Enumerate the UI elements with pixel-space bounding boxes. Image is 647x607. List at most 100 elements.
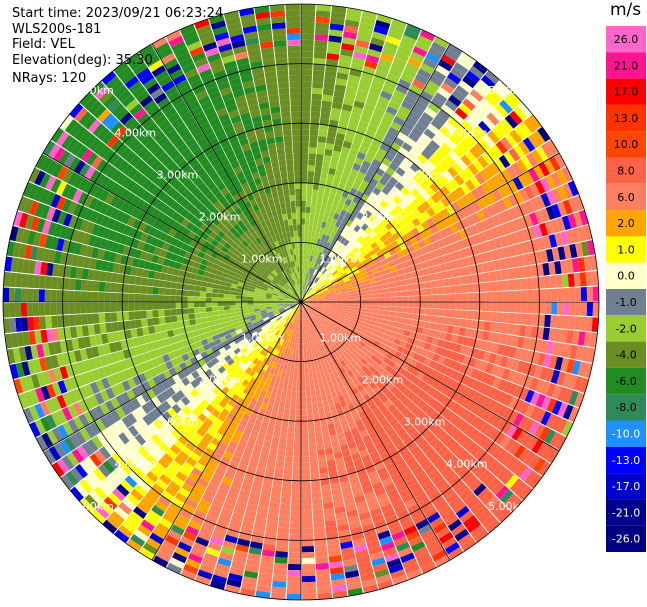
velocity-gate bbox=[301, 468, 311, 475]
velocity-gate bbox=[301, 546, 315, 553]
velocity-gate bbox=[360, 325, 368, 331]
velocity-gate bbox=[310, 117, 320, 125]
velocity-gate bbox=[305, 254, 309, 261]
velocity-gate bbox=[361, 337, 369, 344]
velocity-gate bbox=[512, 371, 523, 385]
velocity-gate bbox=[128, 293, 135, 302]
velocity-gate bbox=[331, 150, 341, 158]
velocity-gate bbox=[325, 64, 338, 73]
velocity-gate bbox=[373, 25, 389, 36]
velocity-gate bbox=[342, 294, 349, 298]
velocity-gate bbox=[456, 124, 469, 138]
velocity-gate bbox=[352, 217, 361, 225]
velocity-gate bbox=[318, 302, 325, 305]
velocity-gate bbox=[323, 154, 332, 162]
velocity-gate bbox=[517, 173, 529, 188]
velocity-gate bbox=[514, 313, 522, 325]
velocity-gate bbox=[398, 274, 406, 281]
velocity-gate bbox=[513, 412, 525, 427]
velocity-gate bbox=[408, 132, 420, 143]
velocity-gate bbox=[375, 280, 383, 286]
velocity-gate bbox=[449, 293, 456, 302]
velocity-gate bbox=[401, 290, 409, 297]
velocity-gate bbox=[386, 272, 394, 279]
velocity-gate bbox=[319, 124, 329, 132]
velocity-gate bbox=[307, 414, 314, 422]
velocity-gate bbox=[33, 274, 41, 289]
velocity-gate bbox=[317, 292, 324, 296]
velocity-gate bbox=[384, 329, 392, 336]
velocity-gate bbox=[338, 222, 346, 230]
velocity-gate bbox=[493, 332, 502, 344]
velocity-gate bbox=[401, 307, 409, 313]
velocity-gate bbox=[580, 287, 588, 301]
velocity-gate bbox=[503, 151, 516, 165]
velocity-gate bbox=[505, 257, 513, 269]
velocity-gate bbox=[445, 215, 455, 226]
velocity-gate bbox=[312, 305, 319, 308]
velocity-gate bbox=[339, 237, 347, 244]
velocity-gate bbox=[384, 297, 391, 302]
velocity-gate bbox=[356, 278, 364, 284]
velocity-gate bbox=[306, 304, 312, 308]
velocity-gate bbox=[494, 431, 506, 445]
velocity-gate bbox=[308, 261, 312, 268]
velocity-gate bbox=[456, 141, 469, 154]
velocity-gate bbox=[349, 201, 358, 209]
velocity-gate bbox=[355, 242, 363, 250]
velocity-gate bbox=[405, 62, 420, 74]
velocity-gate bbox=[343, 165, 352, 174]
velocity-gate bbox=[358, 120, 369, 130]
velocity-gate bbox=[241, 302, 248, 306]
velocity-gate bbox=[388, 360, 396, 369]
velocity-gate bbox=[416, 204, 427, 214]
velocity-gate bbox=[376, 127, 387, 138]
velocity-gate bbox=[122, 283, 130, 293]
velocity-gate bbox=[339, 316, 346, 322]
velocity-gate bbox=[445, 410, 456, 422]
velocity-gate bbox=[354, 94, 367, 104]
velocity-gate bbox=[518, 188, 530, 202]
velocity-gate bbox=[293, 444, 301, 451]
velocity-gate bbox=[301, 438, 309, 446]
velocity-gate bbox=[575, 345, 584, 361]
velocity-gate bbox=[302, 284, 304, 291]
velocity-gate bbox=[551, 188, 563, 203]
velocity-gate bbox=[152, 286, 159, 295]
velocity-gate bbox=[153, 271, 161, 280]
velocity-gate bbox=[159, 272, 167, 281]
velocity-gate bbox=[270, 496, 281, 504]
velocity-gate bbox=[456, 240, 466, 250]
velocity-gate bbox=[305, 294, 311, 299]
velocity-gate bbox=[545, 413, 557, 429]
velocity-gate bbox=[329, 292, 336, 296]
velocity-gate bbox=[516, 360, 526, 374]
velocity-gate bbox=[423, 237, 432, 246]
velocity-gate bbox=[181, 289, 189, 297]
velocity-gate bbox=[367, 123, 378, 133]
velocity-gate bbox=[292, 480, 301, 487]
velocity-gate bbox=[509, 110, 523, 125]
velocity-gate bbox=[365, 290, 373, 295]
velocity-gate bbox=[223, 298, 230, 302]
velocity-gate bbox=[308, 366, 313, 374]
velocity-gate bbox=[366, 340, 374, 348]
velocity-gate bbox=[9, 272, 17, 288]
velocity-gate bbox=[389, 209, 399, 218]
velocity-gate bbox=[405, 23, 422, 35]
velocity-gate bbox=[317, 136, 327, 143]
velocity-gate bbox=[448, 359, 457, 370]
velocity-gate bbox=[348, 302, 355, 305]
velocity-gate bbox=[235, 305, 242, 309]
velocity-gate bbox=[189, 278, 196, 286]
velocity-gate bbox=[306, 303, 313, 306]
velocity-gate bbox=[33, 316, 41, 331]
velocity-gate bbox=[281, 485, 292, 493]
velocity-gate bbox=[556, 371, 566, 386]
velocity-gate bbox=[110, 282, 118, 293]
velocity-gate bbox=[347, 337, 355, 344]
velocity-gate bbox=[468, 111, 482, 125]
velocity-gate bbox=[278, 443, 287, 451]
velocity-gate bbox=[335, 132, 346, 141]
velocity-gate bbox=[293, 367, 298, 374]
